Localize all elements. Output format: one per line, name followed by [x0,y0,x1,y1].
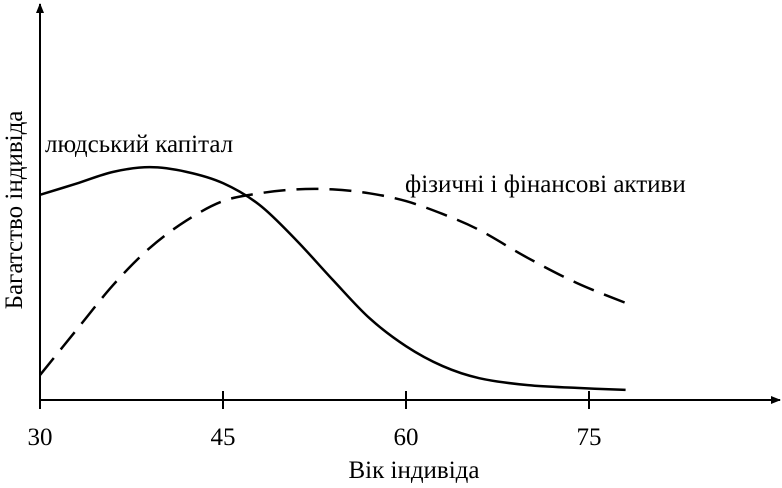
x-tick-label: 60 [394,424,419,451]
line-series [39,165,626,392]
x-tick-label: 30 [28,424,53,451]
x-tick-label: 45 [211,424,236,451]
x-tick-label: 75 [577,424,602,451]
y-axis-label: Багатство індивіда [1,111,28,310]
line-series [39,187,627,376]
series-label: фізичні і фінансові активи [405,171,686,198]
series-label: людський капітал [45,131,233,158]
x-axis-label: Вік індивіда [348,457,479,484]
